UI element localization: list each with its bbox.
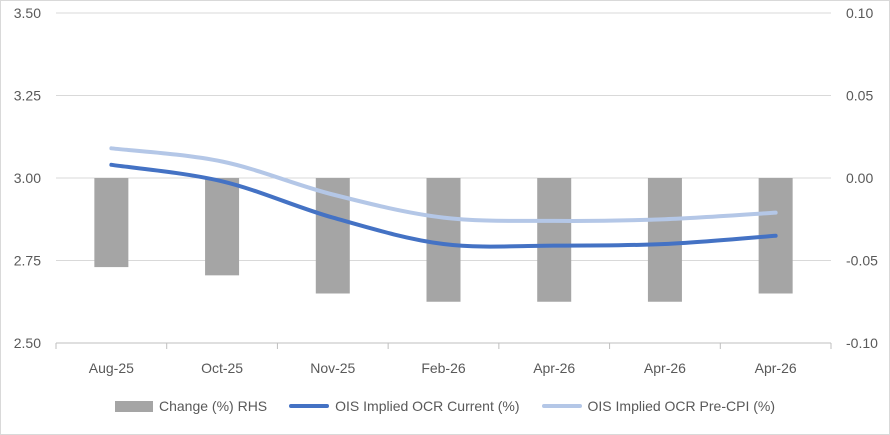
x-tick-label: Oct-25 [201,360,243,376]
line-series [109,146,778,249]
x-tick-label: Nov-25 [310,360,355,376]
x-tick-label: Apr-26 [644,360,686,376]
x-tick-label: Apr-26 [533,360,575,376]
right-tick-label: -0.05 [846,253,878,269]
legend-item-precpi: OIS Implied OCR Pre-CPI (%) [541,398,775,414]
legend: Change (%) RHS OIS Implied OCR Current (… [0,394,890,418]
left-axis-ticks: 2.50 2.75 3.00 3.25 3.50 [14,5,41,351]
left-tick-label: 3.25 [14,88,41,104]
bar-change [537,178,572,302]
bar-change [647,178,682,302]
chart-plot: 2.50 2.75 3.00 3.25 3.50 -0.10 -0.05 0.00 0.05 0… [14,5,878,376]
legend-swatch-precpi [541,404,582,408]
left-tick-label: 2.75 [14,253,41,269]
right-tick-label: 0.10 [846,5,873,21]
right-tick-label: -0.10 [846,335,878,351]
right-tick-label: 0.05 [846,88,873,104]
x-tick-label: Feb-26 [421,360,466,376]
line-ocr-precpi [109,146,778,223]
bar-change [205,178,240,276]
legend-swatch-change [114,400,153,412]
legend-label-precpi: OIS Implied OCR Pre-CPI (%) [587,398,775,414]
bar-series [94,178,793,302]
legend-label-current: OIS Implied OCR Current (%) [335,398,520,414]
left-tick-label: 3.00 [14,170,41,186]
legend-label-change: Change (%) RHS [158,398,268,414]
bar-change [94,178,129,268]
left-tick-label: 2.50 [14,335,41,351]
line-ocr-current [109,162,778,249]
x-tick-label: Apr-26 [755,360,797,376]
left-tick-label: 3.50 [14,5,41,21]
legend-swatch-current [289,404,330,408]
legend-item-change: Change (%) RHS [114,398,268,414]
right-axis-ticks: -0.10 -0.05 0.00 0.05 0.10 [846,5,878,351]
right-tick-label: 0.00 [846,170,873,186]
x-tick-label: Aug-25 [89,360,134,376]
legend-item-current: OIS Implied OCR Current (%) [289,398,520,414]
x-axis-ticks: Aug-25 Oct-25 Nov-25 Feb-26 Apr-26 Apr-26 Apr-… [89,360,797,376]
bar-change [426,178,461,302]
